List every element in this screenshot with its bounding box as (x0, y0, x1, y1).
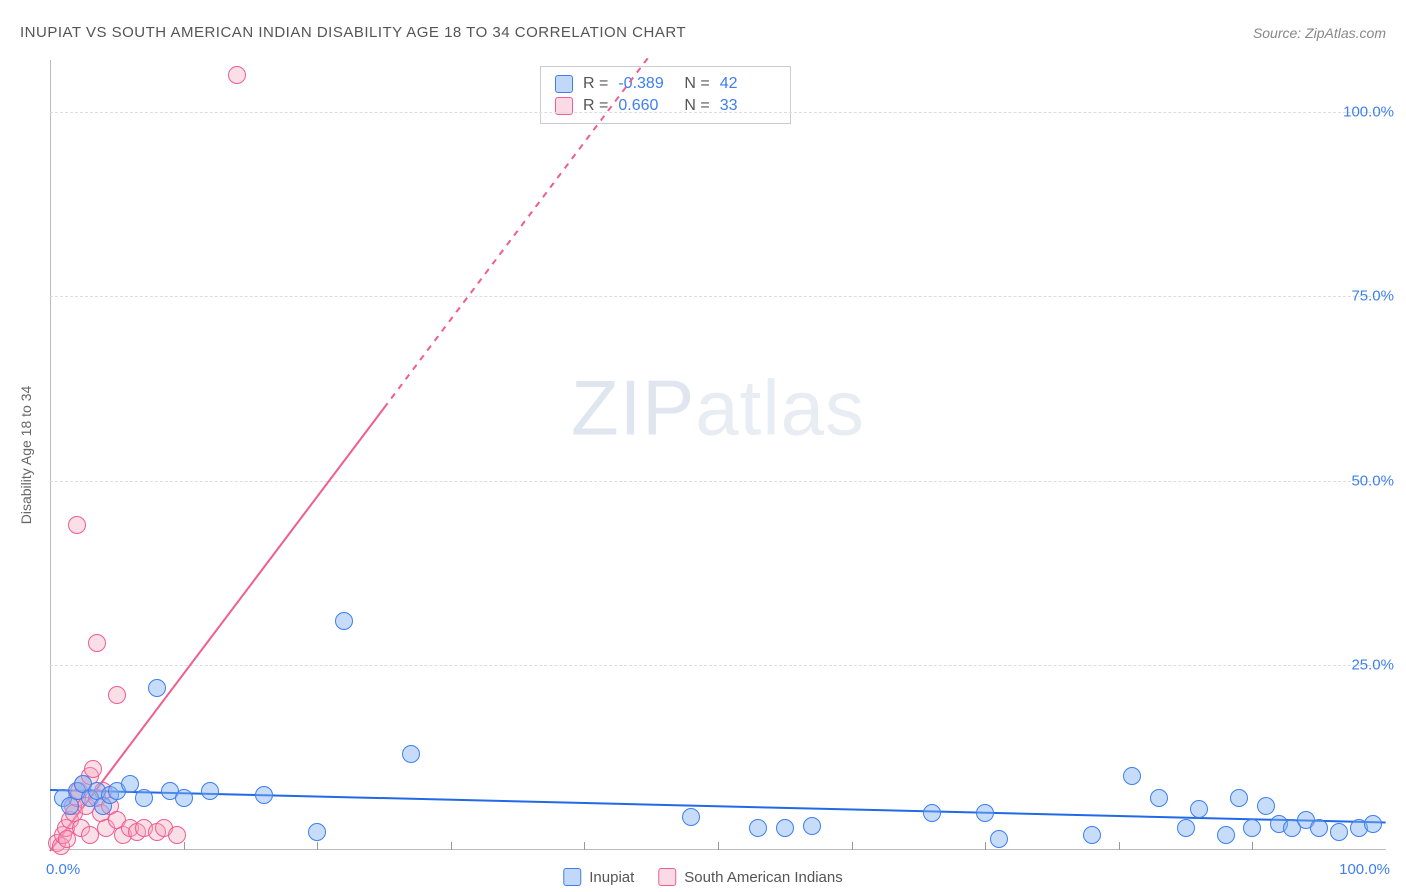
legend-swatch (658, 868, 676, 886)
gridline (50, 296, 1386, 297)
data-point-inupiat (201, 782, 219, 800)
x-tick (852, 842, 853, 850)
data-point-inupiat (749, 819, 767, 837)
legend-item: South American Indians (658, 868, 842, 886)
data-point-inupiat (1257, 797, 1275, 815)
x-axis-start-label: 0.0% (46, 861, 80, 878)
x-tick (584, 842, 585, 850)
data-point-inupiat (148, 679, 166, 697)
y-axis-label: Disability Age 18 to 34 (18, 386, 34, 525)
gridline (50, 112, 1386, 113)
data-point-inupiat (1217, 826, 1235, 844)
x-tick (985, 842, 986, 850)
data-point-inupiat (1150, 789, 1168, 807)
data-point-inupiat (1364, 815, 1382, 833)
x-tick (1119, 842, 1120, 850)
r-label: R = (583, 75, 608, 93)
data-point-inupiat (976, 804, 994, 822)
stat-row: R =0.660N =33 (555, 95, 776, 117)
data-point-south-american (108, 686, 126, 704)
gridline-label: 25.0% (1351, 657, 1394, 674)
gridline (50, 481, 1386, 482)
x-tick (317, 842, 318, 850)
data-point-inupiat (990, 830, 1008, 848)
y-axis-line (50, 60, 51, 850)
data-point-south-american (168, 826, 186, 844)
data-point-inupiat (803, 817, 821, 835)
data-point-inupiat (1123, 767, 1141, 785)
chart-area: Disability Age 18 to 34 ZIPatlas 0.0% 10… (50, 60, 1386, 850)
data-point-inupiat (1177, 819, 1195, 837)
data-point-inupiat (682, 808, 700, 826)
data-point-inupiat (776, 819, 794, 837)
chart-title: INUPIAT VS SOUTH AMERICAN INDIAN DISABIL… (20, 24, 686, 41)
data-point-south-american (68, 516, 86, 534)
legend-swatch (563, 868, 581, 886)
data-point-inupiat (1243, 819, 1261, 837)
data-point-inupiat (923, 804, 941, 822)
legend-item: Inupiat (563, 868, 634, 886)
n-label: N = (684, 75, 709, 93)
plot-region: ZIPatlas 0.0% 100.0% R =-0.389N =42R =0.… (50, 60, 1386, 850)
data-point-inupiat (175, 789, 193, 807)
x-tick (718, 842, 719, 850)
data-point-inupiat (1330, 823, 1348, 841)
legend-label: South American Indians (684, 869, 842, 886)
x-tick (1252, 842, 1253, 850)
x-axis-end-label: 100.0% (1339, 861, 1390, 878)
x-tick (184, 842, 185, 850)
gridline-label: 100.0% (1343, 103, 1394, 120)
data-point-inupiat (255, 786, 273, 804)
legend-swatch (555, 75, 573, 93)
source-attribution: Source: ZipAtlas.com (1253, 25, 1386, 41)
gridline (50, 665, 1386, 666)
watermark: ZIPatlas (571, 362, 865, 453)
n-value: 42 (720, 75, 776, 93)
data-point-inupiat (121, 775, 139, 793)
gridline-label: 50.0% (1351, 472, 1394, 489)
data-point-inupiat (402, 745, 420, 763)
data-point-inupiat (335, 612, 353, 630)
chart-header: INUPIAT VS SOUTH AMERICAN INDIAN DISABIL… (20, 24, 1386, 41)
data-point-inupiat (1190, 800, 1208, 818)
legend-label: Inupiat (589, 869, 634, 886)
data-point-inupiat (1230, 789, 1248, 807)
correlation-stats-box: R =-0.389N =42R =0.660N =33 (540, 66, 791, 124)
trendline-south-american-extrapolated (383, 53, 652, 409)
data-point-south-american (228, 66, 246, 84)
data-point-inupiat (1310, 819, 1328, 837)
data-point-inupiat (135, 789, 153, 807)
data-point-inupiat (1083, 826, 1101, 844)
stat-row: R =-0.389N =42 (555, 73, 776, 95)
gridline-label: 75.0% (1351, 288, 1394, 305)
data-point-inupiat (308, 823, 326, 841)
data-point-south-american (88, 634, 106, 652)
x-tick (451, 842, 452, 850)
series-legend: Inupiat South American Indians (563, 868, 842, 886)
